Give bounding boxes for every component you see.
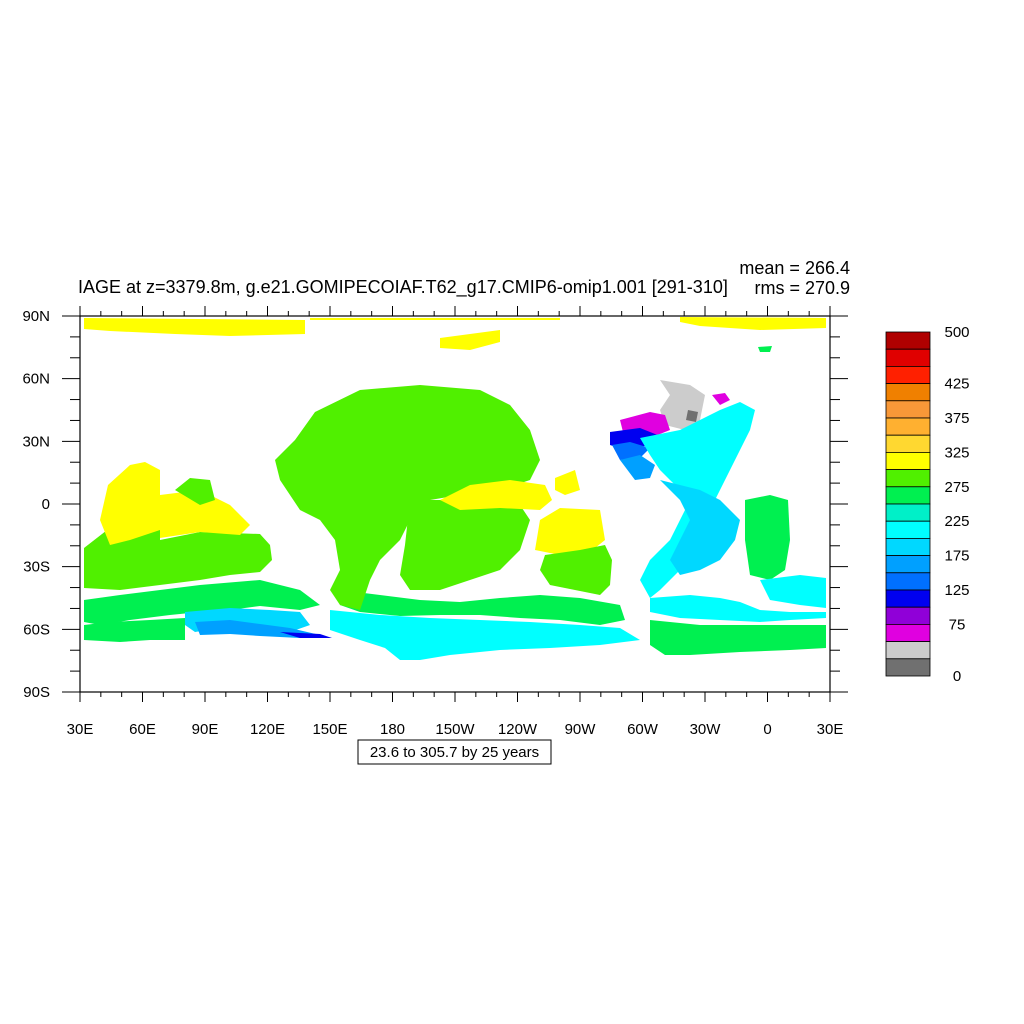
lon-tick-label: 30W [690, 721, 722, 738]
lon-tick-label: 180 [380, 721, 405, 738]
latitude-axis: 90N 60N 30N 0 30S 60S 90S [22, 308, 848, 701]
colorbar-swatch [885, 520, 931, 539]
colorbar-swatch [885, 589, 931, 608]
lon-tick-label: 150W [435, 721, 475, 738]
colorbar-swatch [885, 434, 931, 453]
colorbar-swatch [885, 469, 931, 488]
lat-tick-label: 0 [42, 496, 50, 513]
colorbar-swatch [885, 658, 931, 677]
colorbar-swatch [885, 417, 931, 436]
colorbar-label: 225 [944, 513, 969, 530]
colorbar-label: 500 [944, 324, 969, 341]
region-arctic-band [84, 317, 826, 350]
colorbar-swatch [885, 348, 931, 367]
colorbar-swatch [885, 555, 931, 574]
lat-tick-label: 30S [23, 559, 50, 576]
colorbar-label: 75 [949, 616, 966, 633]
region-indian-ocean [84, 462, 332, 642]
colorbar-swatch [885, 400, 931, 419]
colorbar-swatch [885, 503, 931, 522]
lon-tick-label: 90E [192, 721, 219, 738]
colorbar-label: 325 [944, 444, 969, 461]
colorbar-swatch [885, 365, 931, 384]
colorbar: 500 425 375 325 275 225 175 125 75 0 [885, 324, 970, 685]
lat-tick-label: 60S [23, 621, 50, 638]
lat-tick-label: 60N [22, 371, 50, 388]
lon-tick-label: 60E [129, 721, 156, 738]
map-plot-area [79, 315, 831, 693]
lat-tick-label: 30N [22, 433, 50, 450]
colorbar-swatch [885, 331, 931, 350]
lon-tick-label: 150E [312, 721, 347, 738]
region-atlantic [610, 346, 826, 655]
lon-tick-label: 30E [67, 721, 94, 738]
map-title: IAGE at z=3379.8m, g.e21.GOMIPECOIAF.T62… [78, 277, 728, 298]
lon-tick-label: 0 [763, 721, 771, 738]
lon-tick-label: 60W [627, 721, 659, 738]
colorbar-swatch [885, 486, 931, 505]
colorbar-label: 175 [944, 548, 969, 565]
contour-info-box: 23.6 to 305.7 by 25 years [357, 739, 552, 765]
colorbar-swatch [885, 383, 931, 402]
colorbar-label: 275 [944, 479, 969, 496]
colorbar-swatch [885, 538, 931, 557]
colorbar-swatch [885, 641, 931, 660]
colorbar-label: 0 [953, 668, 961, 685]
lon-tick-label: 120E [250, 721, 285, 738]
colorbar-swatch [885, 624, 931, 643]
colorbar-label: 375 [944, 410, 969, 427]
mean-stat: mean = 266.4 [739, 258, 850, 278]
contour-info-text: 23.6 to 305.7 by 25 years [370, 744, 539, 761]
colorbar-swatch [885, 606, 931, 625]
longitude-axis: 30E 60E 90E 120E 150E 180 150W 120W 90W 60W 30W 0 30… [67, 306, 844, 738]
rms-stat: rms = 270.9 [754, 278, 850, 298]
colorbar-swatch [885, 572, 931, 591]
lon-tick-label: 30E [817, 721, 844, 738]
lat-tick-label: 90N [22, 308, 50, 325]
colorbar-label: 425 [944, 376, 969, 393]
colorbar-label: 125 [944, 582, 969, 599]
lon-tick-label: 90W [565, 721, 597, 738]
region-pacific [275, 385, 640, 660]
lat-tick-label: 90S [23, 684, 50, 701]
colorbar-swatch [885, 451, 931, 470]
lon-tick-label: 120W [498, 721, 538, 738]
